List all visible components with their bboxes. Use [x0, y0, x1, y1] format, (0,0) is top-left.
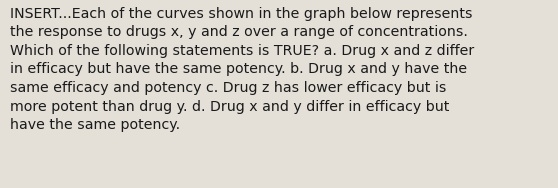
Text: INSERT...Each of the curves shown in the graph below represents
the response to : INSERT...Each of the curves shown in the…: [10, 7, 474, 132]
